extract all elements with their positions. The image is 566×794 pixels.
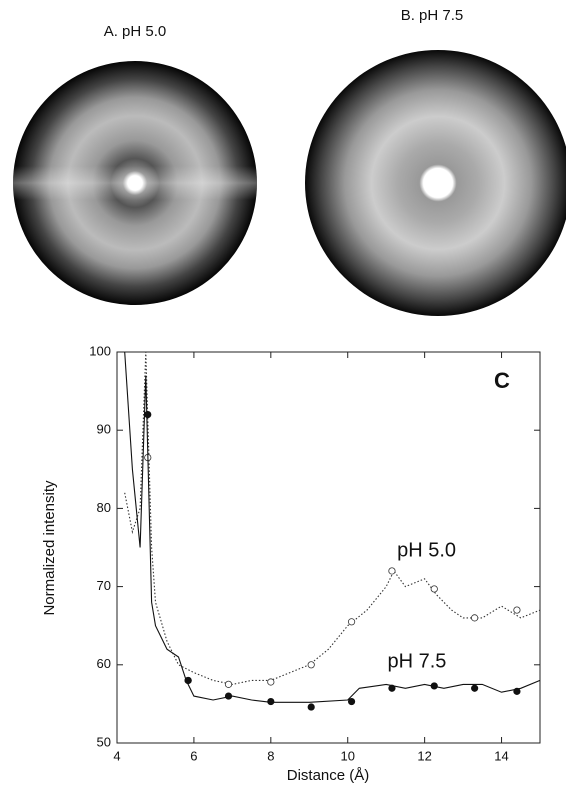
- y-tick-label: 70: [97, 578, 111, 593]
- x-tick-label: 6: [190, 748, 197, 763]
- y-tick-label: 100: [89, 343, 111, 358]
- x-tick-label: 8: [267, 748, 274, 763]
- y-tick-label: 80: [97, 500, 111, 515]
- marker: [224, 692, 233, 700]
- marker: [267, 678, 275, 686]
- series-label: pH 5.0: [397, 540, 456, 562]
- marker: [513, 687, 521, 695]
- series-line: [124, 351, 541, 703]
- y-axis-label: Normalized intensity: [41, 480, 58, 616]
- x-tick-label: 4: [113, 748, 120, 763]
- marker: [471, 684, 479, 692]
- panel-label: A. pH 5.0: [104, 23, 167, 40]
- marker: [307, 703, 315, 711]
- marker: [347, 697, 356, 706]
- plot-frame: [116, 351, 541, 744]
- marker: [513, 606, 521, 614]
- panel-label: C: [494, 368, 510, 393]
- marker: [224, 680, 233, 688]
- x-tick-label: 14: [494, 748, 508, 763]
- marker: [388, 567, 396, 575]
- series-label: pH 7.5: [387, 651, 446, 673]
- x-tick-label: 10: [340, 748, 354, 763]
- marker: [144, 410, 152, 419]
- diffraction-b: [305, 50, 566, 316]
- marker: [430, 682, 438, 690]
- marker: [267, 697, 275, 706]
- marker: [388, 684, 396, 692]
- marker: [184, 676, 192, 685]
- series-line: [124, 351, 541, 685]
- panel-label: B. pH 7.5: [401, 7, 464, 24]
- x-axis-label: Distance (Å): [287, 767, 370, 784]
- diffraction-a: [13, 61, 257, 305]
- marker: [307, 661, 315, 669]
- y-tick-label: 50: [97, 734, 111, 749]
- marker: [347, 618, 356, 626]
- marker: [430, 585, 438, 593]
- marker: [471, 614, 479, 622]
- y-tick-label: 90: [97, 422, 111, 437]
- y-tick-label: 60: [97, 656, 111, 671]
- x-tick-label: 12: [417, 748, 431, 763]
